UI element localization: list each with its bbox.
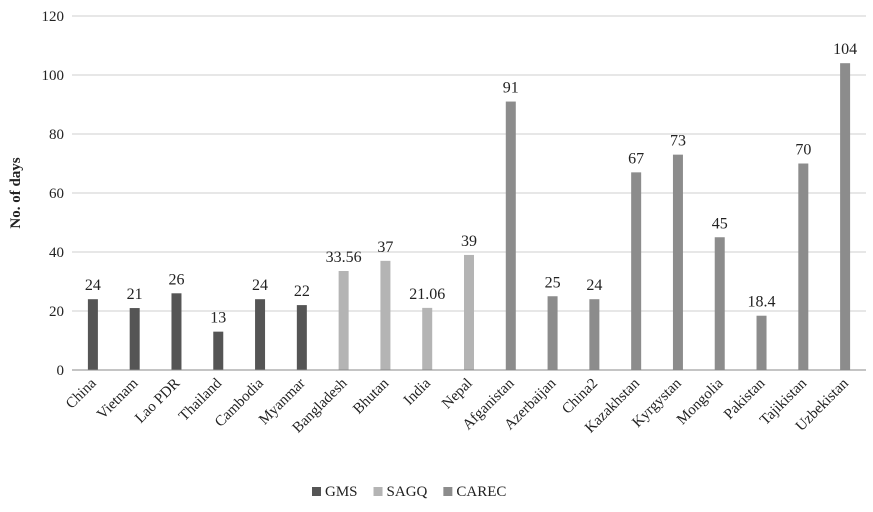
data-label: 21 [127,286,143,303]
legend-swatch [312,487,321,496]
x-tick-label: China [63,375,100,412]
data-label: 45 [712,215,728,232]
y-tick-label: 60 [49,186,64,202]
legend-swatch [443,487,453,496]
data-label: 37 [377,239,393,256]
bar [213,331,224,370]
data-label: 22 [294,283,310,300]
x-tick-label: Nepal [439,376,476,413]
bar [798,163,809,370]
data-label: 24 [586,277,602,294]
bar [464,254,474,370]
bars [87,63,851,371]
bar [840,63,851,370]
data-label: 73 [670,133,686,150]
legend-label: SAGQ [387,484,428,500]
bar [129,308,140,370]
legend-label: CAREC [456,484,506,500]
data-labels: 24 21 26 13 24 22 33.56 37 21.06 39 91 25 24 67 73 45 18… [85,41,857,326]
data-label: 13 [210,310,226,327]
data-label: 39 [461,233,477,250]
bar [672,154,683,370]
bar [714,237,725,370]
bar [87,299,98,370]
data-label: 104 [833,41,857,58]
data-label: 18.4 [748,294,776,311]
data-label: 24 [252,277,268,294]
bar [589,299,600,370]
bar [338,270,349,370]
data-label: 33.56 [326,249,362,266]
bar [547,296,558,370]
bar [422,307,433,370]
gridlines [72,15,866,312]
bar [380,260,391,370]
bar [171,293,182,370]
bar [296,305,307,370]
legend: GMS SAGQ CAREC [312,484,506,500]
x-tick-label: Lao PDR [132,376,183,427]
data-label: 67 [628,150,644,167]
y-tick-label: 0 [57,363,65,379]
y-axis-ticks: 0 20 40 60 80 100 120 [42,9,65,379]
data-label: 24 [85,277,101,294]
y-tick-label: 40 [49,245,64,261]
x-tick-label: Mongolia [674,375,727,428]
data-label: 21.06 [409,286,445,303]
bar [631,172,642,370]
data-label: 25 [545,274,561,291]
data-label: 26 [168,271,184,288]
y-axis-label: No. of days [8,157,24,228]
y-tick-label: 120 [42,9,65,25]
y-tick-label: 100 [42,68,65,84]
y-tick-label: 80 [49,127,64,143]
data-label: 70 [795,142,811,159]
bar [756,315,767,370]
x-tick-label: Bhutan [350,375,392,417]
x-tick-label: India [401,375,434,408]
bar [255,299,266,370]
data-label: 91 [503,80,519,97]
legend-label: GMS [325,484,358,500]
legend-swatch [373,487,383,496]
bar [505,101,516,371]
y-tick-label: 20 [49,304,64,320]
